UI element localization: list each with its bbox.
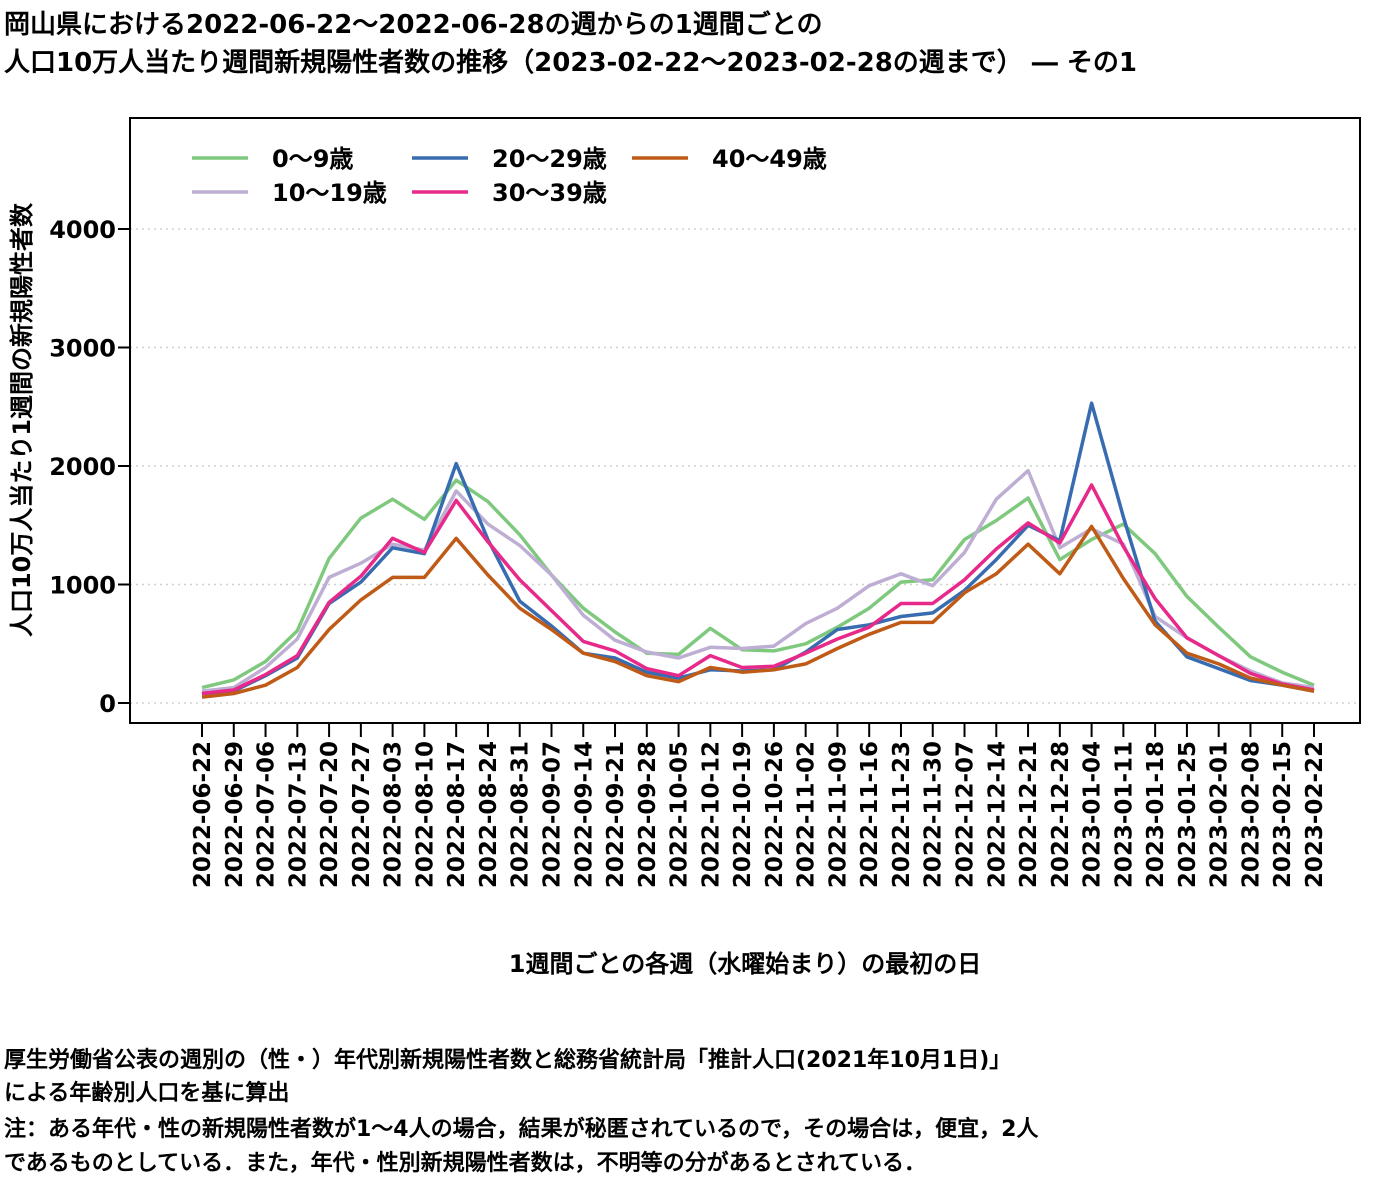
x-tick-label: 2022-11-30 bbox=[921, 741, 947, 888]
legend: 0～9歳 10～19歳 20～29歳 30～39歳 40～49歳 bbox=[192, 145, 827, 207]
x-tick-label: 2022-11-23 bbox=[889, 741, 915, 888]
x-tick-label: 2022-10-19 bbox=[730, 741, 756, 888]
x-tick-label: 2022-07-27 bbox=[349, 741, 375, 888]
chart-title-line2: 人口10万人当たり週間新規陽性者数の推移（2023-02-22～2023-02-… bbox=[4, 48, 1137, 78]
x-tick-label: 2022-12-14 bbox=[984, 741, 1010, 888]
x-tick-label: 2022-08-17 bbox=[444, 741, 470, 888]
x-tick-label: 2022-12-28 bbox=[1048, 741, 1074, 888]
x-tick-label: 2022-09-14 bbox=[571, 741, 597, 888]
x-tick-label: 2023-01-11 bbox=[1111, 741, 1137, 888]
x-tick-label: 2023-02-15 bbox=[1270, 741, 1296, 888]
source-note-line3: 注：ある年代・性の新規陽性者数が1～4人の場合，結果が秘匿されているので，その場… bbox=[4, 1117, 1039, 1142]
x-tick-label: 2022-09-07 bbox=[539, 741, 565, 888]
x-tick-label: 2023-01-04 bbox=[1080, 741, 1106, 888]
chart-title-line1: 岡山県における2022-06-22～2022-06-28の週からの1週間ごとの bbox=[4, 10, 823, 40]
series-line-1 bbox=[201, 468, 1315, 693]
x-tick-label: 2022-07-13 bbox=[285, 741, 311, 888]
x-tick-label: 2023-02-08 bbox=[1238, 741, 1264, 888]
legend-label: 0～9歳 bbox=[272, 145, 353, 173]
x-tick-label: 2022-10-26 bbox=[762, 741, 788, 888]
y-axis: 0 1000 2000 3000 4000 bbox=[49, 216, 130, 718]
legend-label: 40～49歳 bbox=[712, 145, 827, 173]
legend-label: 30～39歳 bbox=[492, 179, 607, 207]
x-axis: 2022-06-22 2022-06-29 2022-07-06 2022-07-13… bbox=[190, 723, 1328, 888]
y-tick-label: 4000 bbox=[49, 216, 116, 244]
source-note-line1: 厚生労働省公表の週別の（性・）年代別新規陽性者数と総務省統計局「推計人口(202… bbox=[4, 1048, 1012, 1073]
x-tick-label: 2023-02-01 bbox=[1207, 741, 1233, 888]
series-line-4 bbox=[201, 524, 1315, 699]
y-axis-label: 人口10万人当たり1週間の新規陽性者数 bbox=[8, 202, 36, 637]
source-note-line2: による年齢別人口を基に算出 bbox=[4, 1081, 290, 1106]
y-tick-label: 0 bbox=[99, 690, 116, 718]
x-axis-label: 1週間ごとの各週（水曜始まり）の最初の日 bbox=[509, 950, 981, 978]
x-tick-label: 2022-11-02 bbox=[794, 741, 820, 888]
x-tick-label: 2022-09-21 bbox=[603, 741, 629, 888]
x-tick-label: 2022-08-31 bbox=[508, 741, 534, 888]
y-tick-label: 3000 bbox=[49, 335, 116, 363]
x-tick-label: 2022-10-12 bbox=[698, 741, 724, 888]
x-tick-label: 2022-07-20 bbox=[317, 741, 343, 888]
grid-lines bbox=[130, 228, 1360, 704]
x-tick-label: 2022-10-05 bbox=[667, 741, 693, 888]
x-tick-label: 2022-12-21 bbox=[1016, 741, 1042, 888]
x-tick-label: 2022-12-07 bbox=[953, 741, 979, 888]
x-tick-label: 2022-06-29 bbox=[222, 741, 248, 888]
series-lines bbox=[201, 401, 1315, 699]
x-tick-label: 2023-02-22 bbox=[1302, 741, 1328, 888]
legend-label: 10～19歳 bbox=[272, 179, 387, 207]
x-tick-label: 2022-08-10 bbox=[412, 741, 438, 888]
x-tick-label: 2022-08-03 bbox=[381, 741, 407, 888]
x-tick-label: 2023-01-18 bbox=[1143, 741, 1169, 888]
x-tick-label: 2022-08-24 bbox=[476, 741, 502, 888]
x-tick-label: 2022-11-09 bbox=[825, 741, 851, 888]
x-tick-label: 2022-06-22 bbox=[190, 741, 216, 888]
source-note-line4: であるものとしている．また，年代・性別新規陽性者数は，不明等の分があるとされてい… bbox=[4, 1151, 927, 1176]
x-tick-label: 2022-11-16 bbox=[857, 741, 883, 888]
plot-frame bbox=[129, 117, 1361, 724]
legend-label: 20～29歳 bbox=[492, 145, 607, 173]
y-tick-label: 1000 bbox=[49, 572, 116, 600]
x-tick-label: 2022-07-06 bbox=[254, 741, 280, 888]
series-line-3 bbox=[201, 483, 1315, 696]
y-tick-label: 2000 bbox=[49, 453, 116, 481]
x-tick-label: 2023-01-25 bbox=[1175, 741, 1201, 888]
x-tick-label: 2022-09-28 bbox=[635, 741, 661, 888]
